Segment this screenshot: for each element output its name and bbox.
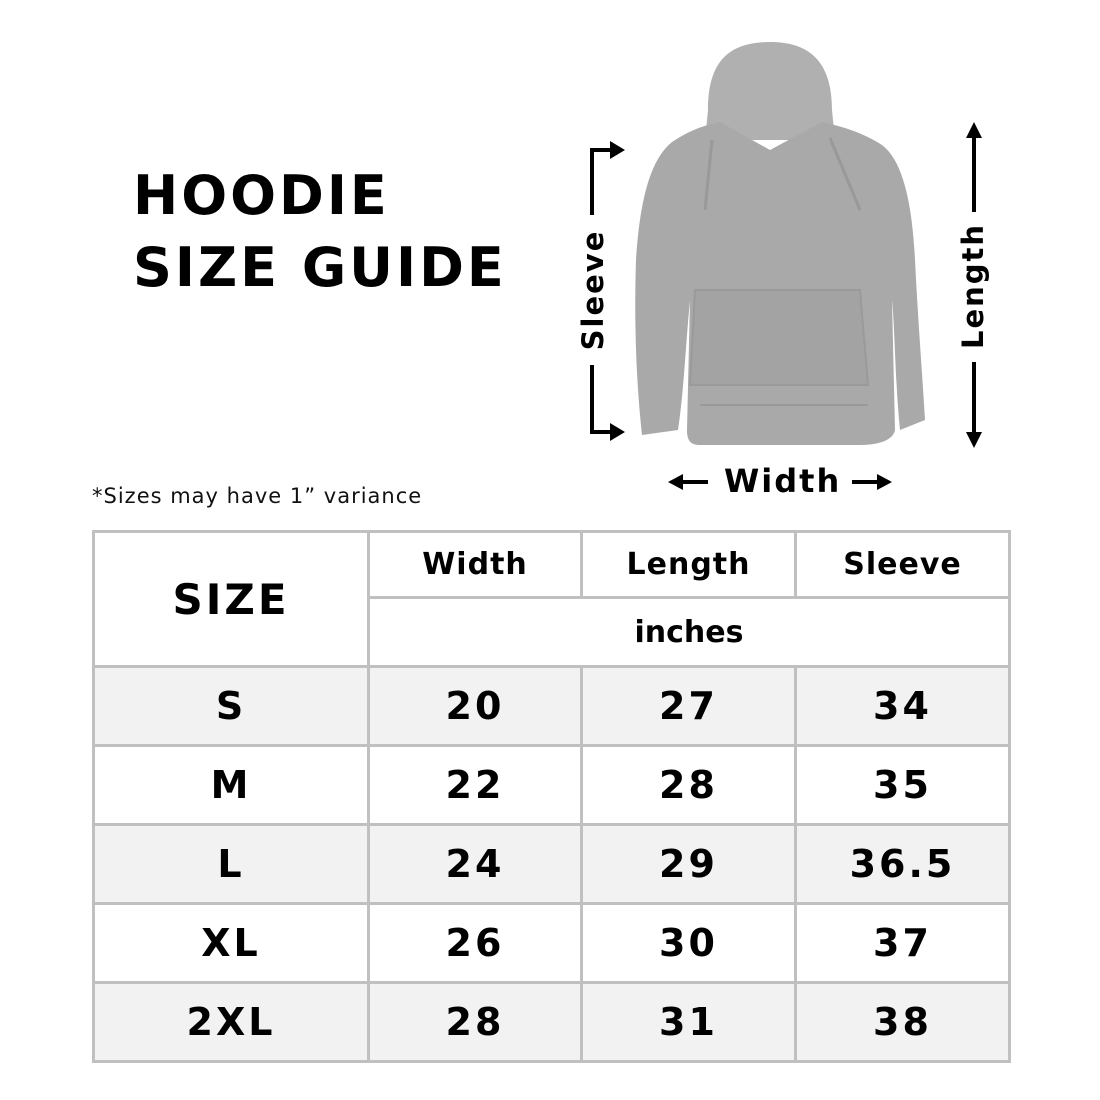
sleeve-cell: 35	[794, 744, 1011, 826]
table-row: XL 26 30 37	[92, 902, 1011, 984]
hoodie-image	[635, 42, 925, 445]
width-cell: 28	[367, 981, 583, 1063]
table-row: S 20 27 34	[92, 665, 1011, 747]
table-row: 2XL 28 31 38	[92, 981, 1011, 1063]
title-line-2: SIZE GUIDE	[133, 236, 507, 299]
sleeve-cell: 34	[794, 665, 1011, 747]
header-row: SIZE Width Length Sleeve	[92, 530, 1011, 668]
sleeve-arrowhead-icon	[610, 141, 625, 441]
table-row: L 24 29 36.5	[92, 823, 1011, 905]
page-title: HOODIE SIZE GUIDE	[133, 160, 507, 304]
width-cell: 20	[367, 665, 583, 747]
variance-note: *Sizes may have 1” variance	[92, 484, 423, 508]
size-cell: 2XL	[92, 981, 370, 1063]
sleeve-arrow	[590, 148, 612, 434]
width-cell: 22	[367, 744, 583, 826]
sleeve-cell: 37	[794, 902, 1011, 984]
length-cell: 31	[580, 981, 797, 1063]
sleeve-cell: 38	[794, 981, 1011, 1063]
title-line-1: HOODIE	[133, 164, 390, 227]
unit-label: inches	[367, 596, 1011, 668]
sleeve-header: Sleeve	[794, 530, 1011, 599]
size-cell: S	[92, 665, 370, 747]
length-cell: 29	[580, 823, 797, 905]
unit-row: inches	[94, 596, 1011, 668]
width-cell: 26	[367, 902, 583, 984]
length-header: Length	[580, 530, 797, 599]
size-table: SIZE Width Length Sleeve inches S 20 27 …	[92, 530, 1011, 1063]
length-cell: 30	[580, 902, 797, 984]
width-label: Width	[724, 462, 842, 500]
size-header: SIZE	[92, 530, 370, 668]
length-cell: 28	[580, 744, 797, 826]
size-cell: L	[92, 823, 370, 905]
sleeve-label: Sleeve	[576, 229, 610, 351]
size-cell: M	[92, 744, 370, 826]
width-cell: 24	[367, 823, 583, 905]
sleeve-cell: 36.5	[794, 823, 1011, 905]
hoodie-diagram	[590, 42, 982, 490]
length-cell: 27	[580, 665, 797, 747]
length-label: Length	[956, 222, 990, 350]
size-cell: XL	[92, 902, 370, 984]
width-header: Width	[367, 530, 583, 599]
table-row: M 22 28 35	[92, 744, 1011, 826]
